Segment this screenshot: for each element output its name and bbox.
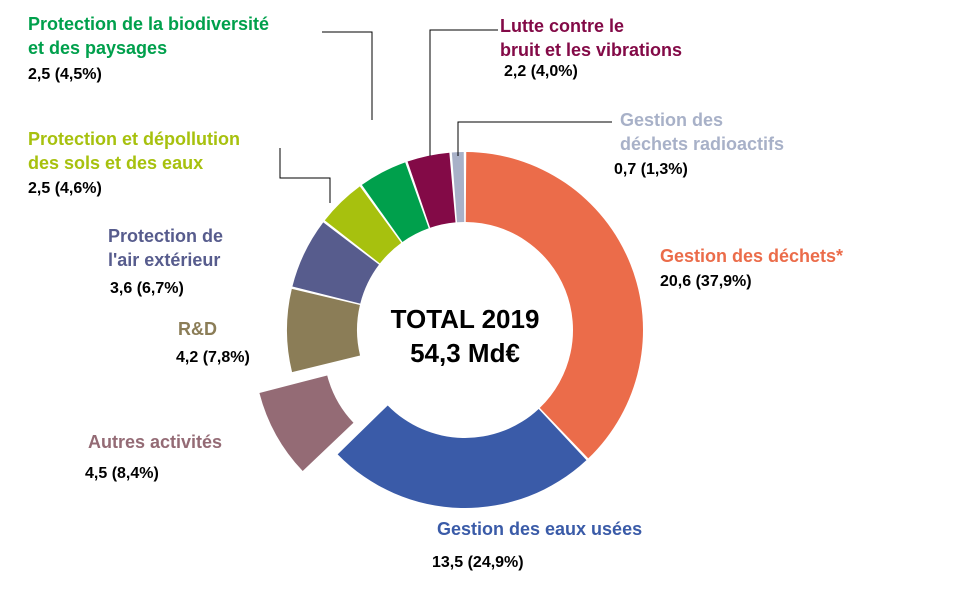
slice-label-6: Protection de la biodiversité et des pays… — [28, 14, 269, 58]
center-total-label: TOTAL 2019 — [391, 304, 540, 334]
slice-value-label-4: 3,6 (6,7%) — [110, 280, 184, 297]
slice-label-8: Gestion des déchets radioactifs — [620, 110, 784, 154]
slice-label-line: Protection de — [108, 226, 223, 246]
slice-label-line: Autres activités — [88, 432, 222, 452]
slice-label-line: bruit et les vibrations — [500, 40, 682, 60]
slice-value-label-2: 4,5 (8,4%) — [85, 465, 159, 482]
slice-value-label-7: 2,2 (4,0%) — [504, 63, 578, 80]
slice-value-label-0: 20,6 (37,9%) — [660, 273, 752, 290]
slice-value-label-8: 0,7 (1,3%) — [614, 161, 688, 178]
leader-lines-group — [279, 29, 612, 203]
slice-label-line: des sols et des eaux — [28, 153, 203, 173]
slice-1 — [337, 405, 587, 508]
slice-value-label-3: 4,2 (7,8%) — [176, 349, 250, 366]
slices-group — [259, 152, 643, 508]
slice-value-label-6: 2,5 (4,5%) — [28, 66, 102, 83]
slice-label-line: et des paysages — [28, 38, 167, 58]
slice-2 — [259, 375, 354, 472]
slice-label-line: Protection et dépollution — [28, 129, 240, 149]
slice-label-line: Gestion des déchets* — [660, 246, 843, 266]
slice-7 — [407, 152, 456, 228]
slice-3 — [286, 288, 361, 373]
center-amount-label: 54,3 Md€ — [410, 338, 520, 368]
slice-4 — [292, 222, 380, 304]
slice-label-line: Gestion des — [620, 110, 723, 130]
slice-label-4: Protection de l'air extérieur — [108, 226, 223, 270]
slice-label-5: Protection et dépollution des sols et des… — [28, 129, 240, 173]
slice-label-line: l'air extérieur — [108, 250, 220, 270]
slice-label-line: Protection de la biodiversité — [28, 14, 269, 34]
leader-line-0 — [322, 31, 373, 120]
leader-line-2 — [457, 121, 612, 156]
slice-label-3: R&D — [178, 319, 217, 339]
slice-value-label-5: 2,5 (4,6%) — [28, 180, 102, 197]
slice-6 — [361, 162, 429, 242]
labels-group: Gestion des déchets* 20,6 (37,9%) Gestion … — [28, 14, 843, 571]
slice-label-0: Gestion des déchets* — [660, 246, 843, 266]
slice-value-label-1: 13,5 (24,9%) — [432, 554, 524, 571]
leader-line-3 — [279, 148, 331, 203]
slice-label-line: Gestion des eaux usées — [437, 519, 642, 539]
slice-label-line: Lutte contre le — [500, 16, 624, 36]
slice-label-2: Autres activités — [88, 432, 222, 452]
slice-5 — [324, 186, 402, 264]
leader-line-1 — [429, 29, 498, 156]
slice-label-7: Lutte contre le bruit et les vibrations — [500, 16, 682, 60]
slice-label-line: déchets radioactifs — [620, 134, 784, 154]
slice-label-line: R&D — [178, 319, 217, 339]
slice-0 — [465, 152, 643, 459]
slice-8 — [451, 152, 465, 223]
slice-label-1: Gestion des eaux usées — [437, 519, 642, 539]
